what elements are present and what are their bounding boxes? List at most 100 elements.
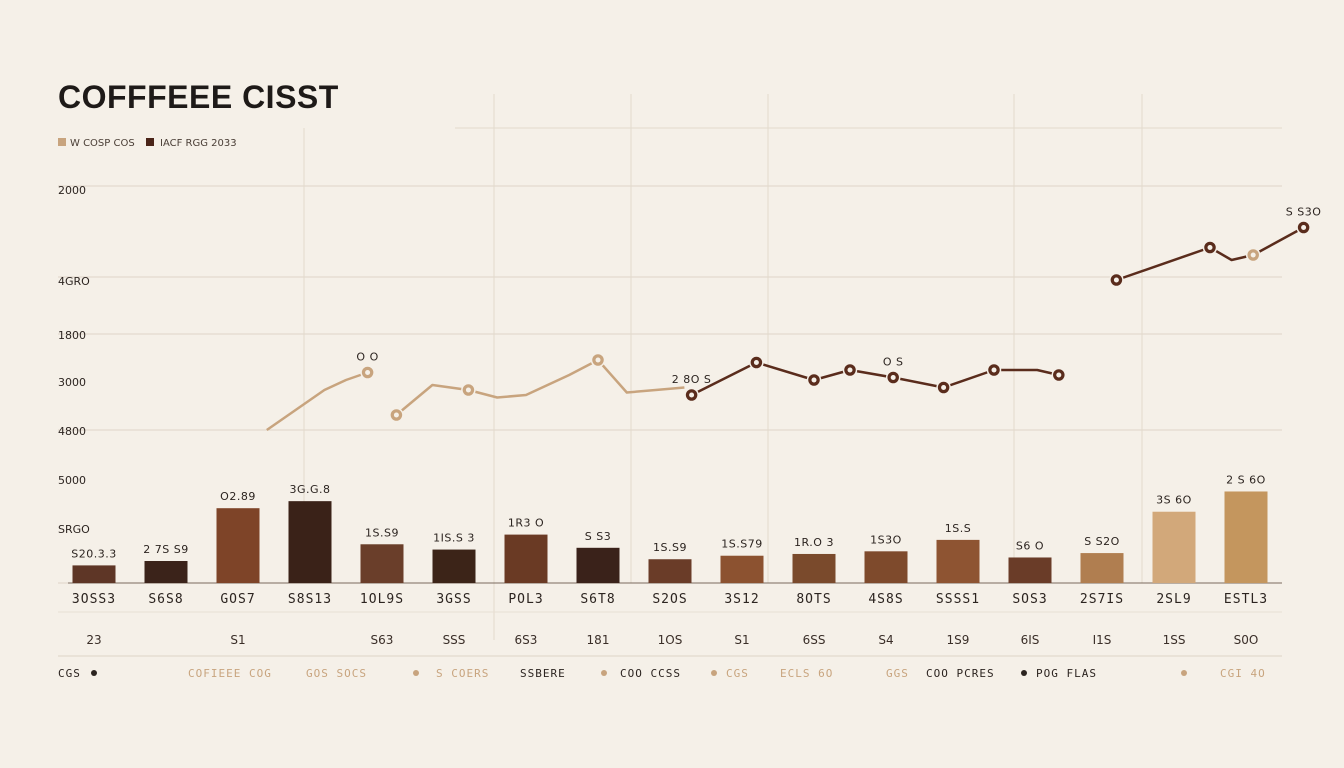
- bar-value-label: O2.89: [220, 490, 256, 503]
- series-point-core: [890, 375, 896, 380]
- sub-label: S0O: [1234, 633, 1259, 647]
- x-tick-label: SOS3: [1012, 592, 1047, 607]
- bar-4: [360, 544, 404, 583]
- bar-value-label: 3G.G.8: [289, 483, 330, 496]
- x-tick-label: 2S7IS: [1080, 592, 1124, 607]
- sub-label: 23: [86, 633, 101, 647]
- series-point-core: [847, 367, 853, 373]
- series-point-label: 2 8O S: [672, 373, 712, 386]
- x-tick-label: ESTL3: [1224, 592, 1268, 607]
- bar-7: [576, 547, 620, 583]
- x-axis-ticks: 3OSS3 S6S8 GOS7 S8S13 1OL9S 3GSS POL3 S6T8 S2OS 3…: [72, 592, 1268, 607]
- series-line-3: [1115, 226, 1305, 282]
- bar-value-label: 1S.S9: [365, 526, 399, 539]
- sub-label: SSS: [443, 633, 466, 647]
- series-point-label: S S3O: [1286, 206, 1322, 219]
- y-tick-label: 3000: [58, 376, 86, 389]
- footer-dot: [1021, 670, 1027, 676]
- bar-8: [648, 559, 692, 583]
- footer-item: ECLS 6O: [780, 667, 833, 680]
- sub-label: S1: [734, 633, 749, 647]
- y-tick-label: 2000: [58, 184, 86, 197]
- bar-value-label: 1R.O 3: [794, 536, 834, 549]
- sub-label: 6IS: [1021, 633, 1040, 647]
- y-tick-label: 5000: [58, 474, 86, 487]
- x-tick-label: S6S8: [148, 592, 183, 607]
- x-tick-label: S6T8: [580, 592, 615, 607]
- sub-label: 181: [587, 633, 610, 647]
- x-tick-label: S2OS: [652, 592, 687, 607]
- bar-1: [144, 561, 188, 583]
- series-point-core: [811, 377, 817, 383]
- series-point-core: [1113, 277, 1119, 283]
- series-point-core: [941, 385, 947, 390]
- legend: W COSP COS IACF RGG 2033: [58, 138, 237, 149]
- footer-item: GGS: [886, 667, 909, 680]
- bar-value-label: 1S.S9: [653, 541, 687, 554]
- bar-value-label: S S2O: [1084, 535, 1120, 548]
- sub-labels: 23 S1 S63 SSS 6S3 181 1OS S1 6SS S4 1S9 6IS I1S 1SS S0…: [86, 633, 1258, 647]
- bars: S20.3.3 2 7S S9 O2.89 3G.G.8 1S.S9 1IS.S 3 1R3…: [71, 473, 1268, 583]
- bar-3: [288, 501, 332, 583]
- legend-swatch-1: [146, 138, 154, 146]
- series-point-core: [753, 360, 759, 365]
- x-tick-label: 3OSS3: [72, 592, 116, 607]
- series-point-label: O O: [356, 351, 378, 364]
- bar-15: [1152, 511, 1196, 583]
- x-tick-label: 1OL9S: [360, 592, 404, 607]
- series-point-label: O S: [883, 356, 904, 369]
- y-axis-ticks: 2000 4GRO 1800 3000 4800 5000 SRGO: [58, 184, 90, 536]
- sub-label: 6S3: [515, 633, 538, 647]
- footer-item: POG FLAS: [1036, 667, 1097, 680]
- bar-2: [216, 508, 260, 583]
- bar-5: [432, 549, 476, 583]
- sub-label: S63: [371, 633, 394, 647]
- bar-12: [936, 539, 980, 583]
- footer-dot: [413, 670, 419, 676]
- bar-0: [72, 565, 116, 583]
- footer-dot: [91, 670, 97, 676]
- bar-value-label: 1IS.S 3: [433, 532, 475, 545]
- series-point-core: [1207, 245, 1213, 250]
- series-point-core: [365, 370, 371, 375]
- bar-value-label: S20.3.3: [71, 547, 116, 560]
- bar-10: [792, 553, 836, 583]
- series-point-core: [393, 412, 399, 418]
- legend-label-1: IACF RGG 2033: [160, 138, 237, 149]
- series-point-core: [1250, 252, 1256, 258]
- bar-value-label: 1S3O: [870, 533, 902, 546]
- legend-label-0: W COSP COS: [70, 138, 135, 149]
- line-series: O O 2 8O S O S S S3O: [266, 206, 1322, 432]
- footer-dot: [711, 670, 717, 676]
- sub-label: I1S: [1093, 633, 1112, 647]
- bar-6: [504, 534, 548, 583]
- sub-label: 1S9: [947, 633, 970, 647]
- footer-item: GOS SOCS: [306, 667, 367, 680]
- bar-value-label: 2 S 6O: [1226, 473, 1266, 486]
- series-point-core: [465, 387, 471, 393]
- bar-16: [1224, 491, 1268, 583]
- bar-9: [720, 555, 764, 583]
- chart-title: COFFFEEE CISST: [58, 79, 339, 115]
- footer-item: SSBERE: [520, 667, 566, 680]
- bar-value-label: 1S.S79: [721, 538, 762, 551]
- bar-value-label: S S3: [585, 530, 611, 543]
- bar-11: [864, 551, 908, 583]
- x-tick-label: 3S12: [724, 592, 759, 607]
- footer-item: CGS: [58, 667, 81, 680]
- y-tick-label: 4GRO: [58, 275, 90, 288]
- sub-label: 6SS: [803, 633, 826, 647]
- sub-label: S1: [230, 633, 245, 647]
- series-point-core: [689, 392, 695, 398]
- sub-label: 1OS: [658, 633, 683, 647]
- x-tick-label: 4S8S: [868, 592, 903, 607]
- x-tick-label: 8OTS: [796, 592, 831, 607]
- legend-swatch-0: [58, 138, 66, 146]
- x-tick-label: 3GSS: [436, 592, 471, 607]
- bar-14: [1080, 553, 1124, 583]
- y-tick-label: SRGO: [58, 523, 90, 536]
- x-tick-label: 2SL9: [1156, 592, 1191, 607]
- series-point-core: [1301, 225, 1307, 230]
- series-line-1: [395, 358, 685, 416]
